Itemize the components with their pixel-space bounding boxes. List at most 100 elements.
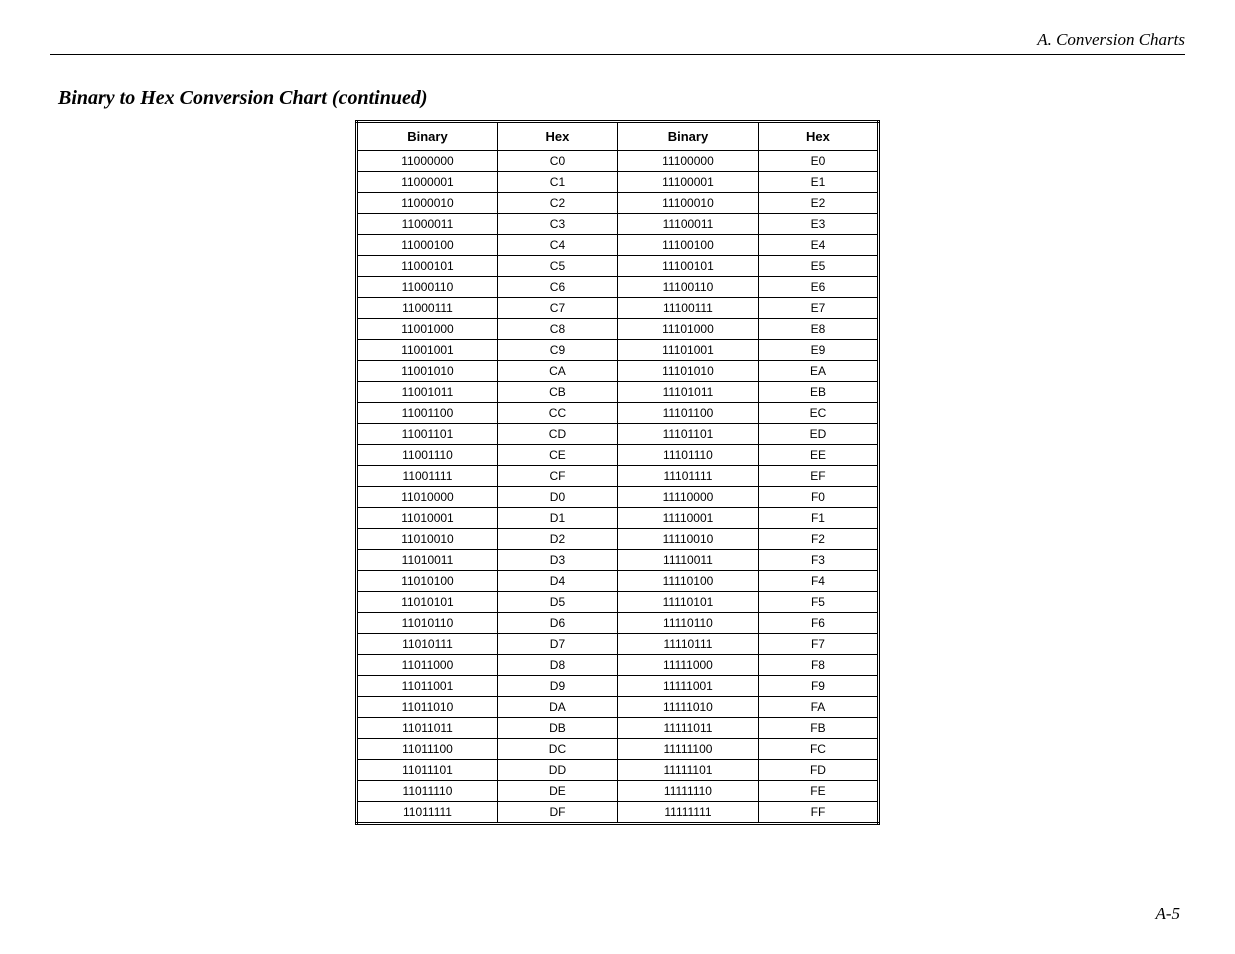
cell-hex: E3 [758, 214, 878, 235]
cell-binary: 11001111 [357, 466, 498, 487]
cell-hex: C7 [497, 298, 617, 319]
cell-binary: 11001101 [357, 424, 498, 445]
cell-hex: E6 [758, 277, 878, 298]
cell-binary: 11111011 [617, 718, 758, 739]
table-row: 11000011C311100011E3 [357, 214, 879, 235]
page-title: Binary to Hex Conversion Chart (continue… [58, 87, 1185, 110]
table-row: 11010100D411110100F4 [357, 571, 879, 592]
cell-binary: 11101011 [617, 382, 758, 403]
cell-binary: 11111111 [617, 802, 758, 824]
cell-hex: F2 [758, 529, 878, 550]
cell-binary: 11010000 [357, 487, 498, 508]
cell-binary: 11011101 [357, 760, 498, 781]
cell-binary: 11100101 [617, 256, 758, 277]
cell-binary: 11001000 [357, 319, 498, 340]
cell-hex: E4 [758, 235, 878, 256]
cell-hex: C1 [497, 172, 617, 193]
conversion-table: Binary Hex Binary Hex 11000000C011100000… [355, 120, 880, 825]
cell-hex: D0 [497, 487, 617, 508]
table-row: 11000111C711100111E7 [357, 298, 879, 319]
table-row: 11001000C811101000E8 [357, 319, 879, 340]
cell-hex: DD [497, 760, 617, 781]
cell-binary: 11110000 [617, 487, 758, 508]
cell-binary: 11010111 [357, 634, 498, 655]
cell-binary: 11011110 [357, 781, 498, 802]
cell-hex: CE [497, 445, 617, 466]
cell-binary: 11111001 [617, 676, 758, 697]
cell-hex: FA [758, 697, 878, 718]
cell-binary: 11101101 [617, 424, 758, 445]
table-row: 11011011DB11111011FB [357, 718, 879, 739]
cell-binary: 11100011 [617, 214, 758, 235]
cell-binary: 11101001 [617, 340, 758, 361]
cell-hex: D2 [497, 529, 617, 550]
cell-hex: F7 [758, 634, 878, 655]
cell-hex: EA [758, 361, 878, 382]
cell-binary: 11110101 [617, 592, 758, 613]
cell-hex: D8 [497, 655, 617, 676]
cell-binary: 11001010 [357, 361, 498, 382]
cell-binary: 11000001 [357, 172, 498, 193]
cell-hex: C9 [497, 340, 617, 361]
cell-hex: D7 [497, 634, 617, 655]
cell-binary: 11000111 [357, 298, 498, 319]
cell-hex: DE [497, 781, 617, 802]
table-row: 11001110CE11101110EE [357, 445, 879, 466]
cell-binary: 11111000 [617, 655, 758, 676]
cell-binary: 11101010 [617, 361, 758, 382]
cell-hex: FE [758, 781, 878, 802]
cell-binary: 11001011 [357, 382, 498, 403]
cell-binary: 11000101 [357, 256, 498, 277]
cell-hex: DA [497, 697, 617, 718]
cell-binary: 11101000 [617, 319, 758, 340]
table-row: 11011111DF11111111FF [357, 802, 879, 824]
cell-binary: 11110110 [617, 613, 758, 634]
cell-binary: 11100100 [617, 235, 758, 256]
cell-hex: FC [758, 739, 878, 760]
table-row: 11011001D911111001F9 [357, 676, 879, 697]
table-row: 11010111D711110111F7 [357, 634, 879, 655]
table-row: 11001011CB11101011EB [357, 382, 879, 403]
cell-binary: 11110100 [617, 571, 758, 592]
cell-hex: D5 [497, 592, 617, 613]
cell-binary: 11001110 [357, 445, 498, 466]
cell-binary: 11110010 [617, 529, 758, 550]
cell-hex: E9 [758, 340, 878, 361]
cell-binary: 11111101 [617, 760, 758, 781]
table-row: 11011000D811111000F8 [357, 655, 879, 676]
cell-hex: F0 [758, 487, 878, 508]
cell-hex: D4 [497, 571, 617, 592]
table-row: 11001111CF11101111EF [357, 466, 879, 487]
cell-binary: 11101110 [617, 445, 758, 466]
cell-hex: FD [758, 760, 878, 781]
cell-binary: 11100111 [617, 298, 758, 319]
cell-hex: E2 [758, 193, 878, 214]
cell-hex: CA [497, 361, 617, 382]
col-header-binary-1: Binary [357, 122, 498, 151]
cell-hex: D9 [497, 676, 617, 697]
cell-hex: EF [758, 466, 878, 487]
cell-binary: 11011100 [357, 739, 498, 760]
cell-hex: C8 [497, 319, 617, 340]
table-row: 11010110D611110110F6 [357, 613, 879, 634]
cell-binary: 11011011 [357, 718, 498, 739]
cell-hex: DB [497, 718, 617, 739]
table-row: 11010001D111110001F1 [357, 508, 879, 529]
cell-binary: 11011001 [357, 676, 498, 697]
cell-hex: CF [497, 466, 617, 487]
table-row: 11011101DD11111101FD [357, 760, 879, 781]
table-row: 11011110DE11111110FE [357, 781, 879, 802]
cell-binary: 11010100 [357, 571, 498, 592]
cell-hex: DC [497, 739, 617, 760]
col-header-binary-2: Binary [617, 122, 758, 151]
cell-binary: 11000000 [357, 151, 498, 172]
cell-binary: 11010001 [357, 508, 498, 529]
cell-binary: 11100110 [617, 277, 758, 298]
cell-hex: ED [758, 424, 878, 445]
cell-binary: 11011010 [357, 697, 498, 718]
cell-binary: 11110111 [617, 634, 758, 655]
cell-binary: 11010101 [357, 592, 498, 613]
table-row: 11000001C111100001E1 [357, 172, 879, 193]
table-row: 11001100CC11101100EC [357, 403, 879, 424]
cell-hex: DF [497, 802, 617, 824]
